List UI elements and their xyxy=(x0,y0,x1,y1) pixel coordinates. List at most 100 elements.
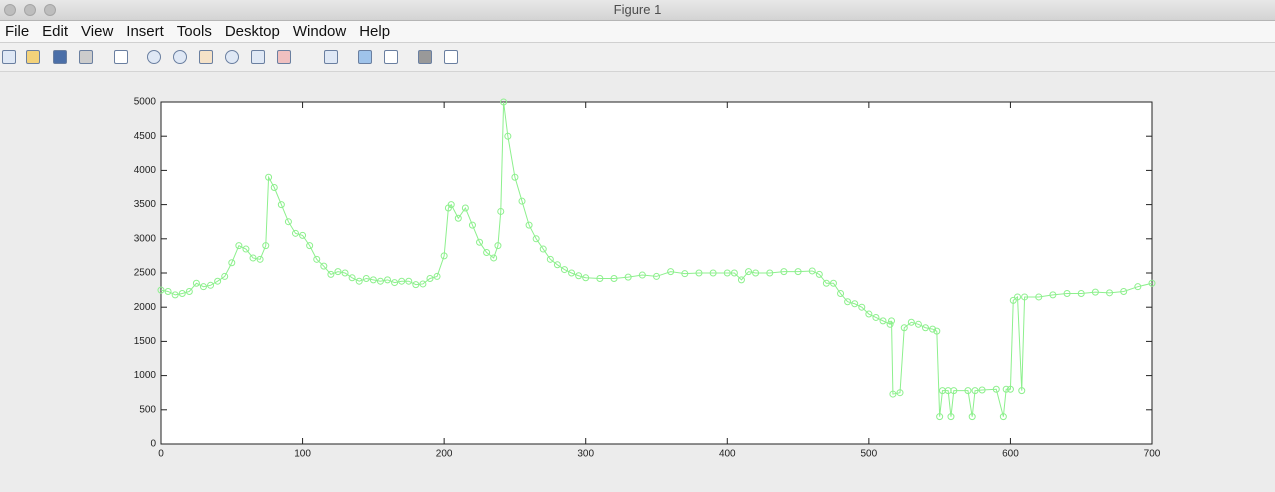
close-button[interactable] xyxy=(4,4,16,16)
data-marker xyxy=(334,268,342,276)
data-marker xyxy=(872,313,880,321)
open-icon[interactable] xyxy=(26,50,40,64)
data-marker xyxy=(494,242,502,250)
print-icon[interactable] xyxy=(79,50,93,64)
data-marker xyxy=(532,235,540,243)
new-icon[interactable] xyxy=(2,50,16,64)
data-marker xyxy=(681,270,689,278)
data-marker xyxy=(889,390,897,398)
data-marker xyxy=(454,214,462,222)
data-marker xyxy=(936,413,944,421)
data-marker xyxy=(730,269,738,277)
show-tools-icon[interactable] xyxy=(444,50,458,64)
data-marker xyxy=(306,242,314,250)
data-marker xyxy=(504,132,512,140)
data-marker xyxy=(560,266,568,274)
data-marker xyxy=(518,197,526,205)
data-marker xyxy=(886,320,894,328)
data-marker xyxy=(1014,293,1022,301)
data-marker xyxy=(483,248,491,256)
menu-item[interactable]: Window xyxy=(292,23,347,40)
data-marker xyxy=(829,279,837,287)
data-marker xyxy=(900,324,908,332)
data-marker xyxy=(539,245,547,253)
data-marker xyxy=(199,283,207,291)
data-marker xyxy=(667,268,675,276)
data-marker xyxy=(262,242,270,250)
data-marker xyxy=(270,184,278,191)
hide-tools-icon[interactable] xyxy=(418,50,432,64)
colorbar-icon[interactable] xyxy=(358,50,372,64)
data-marker xyxy=(653,272,660,280)
data-marker xyxy=(971,387,979,395)
data-marker xyxy=(752,269,760,277)
data-marker xyxy=(723,269,731,277)
data-marker xyxy=(1006,385,1014,393)
data-marker xyxy=(313,255,321,263)
data-marker xyxy=(178,290,186,298)
data-marker xyxy=(1035,293,1043,301)
data-marker xyxy=(214,277,222,285)
data-marker xyxy=(780,268,788,276)
data-marker xyxy=(192,279,200,287)
data-marker xyxy=(596,274,604,282)
data-marker xyxy=(348,274,356,282)
data-marker xyxy=(907,318,915,326)
zoom-in-icon[interactable] xyxy=(147,50,161,64)
menu-item[interactable]: Tools xyxy=(176,23,212,40)
data-marker xyxy=(362,274,370,282)
data-marker xyxy=(355,277,363,285)
data-marker xyxy=(1091,288,1099,296)
menu-item[interactable]: File xyxy=(5,23,30,40)
minimize-button[interactable] xyxy=(24,4,36,16)
data-marker xyxy=(221,272,229,280)
data-marker xyxy=(947,413,955,421)
data-marker xyxy=(896,389,904,397)
menu-item[interactable]: Desktop xyxy=(224,23,280,40)
brush-icon[interactable] xyxy=(277,50,291,64)
pan-icon[interactable] xyxy=(199,50,213,64)
data-marker xyxy=(808,267,816,275)
save-icon[interactable] xyxy=(53,50,67,64)
data-marker xyxy=(320,262,328,270)
zoom-button[interactable] xyxy=(44,4,56,16)
data-marker xyxy=(865,310,873,318)
data-marker xyxy=(398,277,406,285)
y-tick-label: 2000 xyxy=(134,302,157,313)
y-tick-label: 4000 xyxy=(134,165,157,176)
datacursor-icon[interactable] xyxy=(251,50,265,64)
data-marker xyxy=(1018,387,1026,395)
menu-item[interactable]: Edit xyxy=(42,23,69,40)
data-marker xyxy=(978,386,986,394)
data-marker xyxy=(766,269,774,277)
menu-item[interactable]: View xyxy=(81,23,114,40)
y-tick-label: 500 xyxy=(139,404,156,415)
data-marker xyxy=(1077,290,1085,298)
select-icon[interactable] xyxy=(114,50,128,64)
data-marker xyxy=(1049,291,1057,299)
legend-icon[interactable] xyxy=(384,50,398,64)
data-marker xyxy=(228,259,236,267)
data-marker xyxy=(249,254,257,262)
data-marker xyxy=(277,201,285,209)
data-marker xyxy=(235,242,243,250)
data-marker xyxy=(185,287,193,295)
link-icon[interactable] xyxy=(324,50,338,64)
data-marker xyxy=(433,272,441,280)
data-marker xyxy=(968,413,976,421)
data-line xyxy=(160,101,1153,417)
x-tick-label: 100 xyxy=(294,449,311,460)
data-marker xyxy=(964,387,972,395)
data-marker xyxy=(888,317,896,325)
data-marker xyxy=(476,238,484,246)
menu-item[interactable]: Insert xyxy=(126,23,164,40)
data-marker xyxy=(879,317,887,325)
rotate-icon[interactable] xyxy=(225,50,239,64)
data-marker xyxy=(914,320,922,328)
zoom-out-icon[interactable] xyxy=(173,50,187,64)
menu-item[interactable]: Help xyxy=(359,23,391,40)
x-tick-label: 300 xyxy=(577,449,594,460)
data-marker xyxy=(157,286,165,294)
menu-bar: File Edit View Insert Tools Desktop Window Help xyxy=(0,21,1275,43)
